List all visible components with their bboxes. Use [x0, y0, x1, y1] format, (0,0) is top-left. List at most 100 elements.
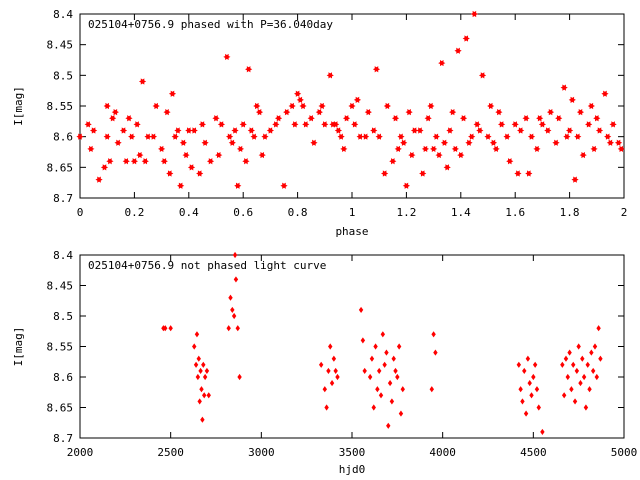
- data-point: [324, 404, 329, 411]
- data-point: [468, 133, 476, 140]
- data-point: [514, 170, 522, 177]
- data-point: [402, 182, 410, 189]
- data-point: [532, 361, 538, 368]
- data-point: [432, 133, 440, 140]
- data-point: [492, 145, 500, 153]
- data-point: [318, 361, 324, 368]
- data-point: [375, 386, 380, 393]
- data-point: [560, 84, 568, 91]
- data-point: [266, 127, 274, 134]
- x-tick-label: 2: [621, 206, 628, 219]
- data-point: [226, 325, 231, 332]
- x-tick-label: 0.8: [288, 206, 308, 219]
- data-point: [609, 121, 617, 128]
- x-tick-label: 2500: [157, 446, 184, 459]
- data-point: [106, 158, 114, 165]
- data-point: [405, 109, 413, 116]
- data-point: [328, 343, 333, 350]
- data-point: [473, 121, 481, 128]
- y-tick-label: 8.65: [47, 161, 74, 174]
- data-point: [294, 90, 302, 97]
- data-point: [187, 164, 196, 171]
- data-point: [525, 170, 533, 177]
- x-tick-label: 0: [77, 206, 84, 219]
- data-point: [111, 109, 119, 116]
- data-point: [236, 145, 245, 153]
- data-point: [525, 355, 531, 362]
- data-point: [307, 115, 315, 122]
- data-point: [322, 386, 327, 393]
- data-point: [435, 151, 443, 159]
- x-tick-label: 5000: [611, 446, 638, 459]
- data-point: [395, 373, 400, 381]
- data-point: [574, 367, 580, 374]
- data-point: [384, 349, 389, 356]
- data-point: [421, 145, 430, 153]
- data-point: [617, 145, 625, 153]
- x-tick-label: 1.4: [451, 206, 471, 219]
- data-point: [231, 127, 239, 134]
- data-point: [182, 151, 190, 159]
- data-point: [546, 109, 555, 116]
- data-point: [329, 380, 335, 387]
- data-point: [585, 121, 593, 128]
- data-point: [201, 361, 206, 368]
- data-point: [331, 355, 337, 362]
- data-point: [457, 151, 465, 159]
- data-point: [272, 121, 280, 128]
- data-point: [587, 102, 595, 110]
- data-point: [470, 10, 478, 18]
- data-point: [529, 392, 534, 399]
- data-point: [427, 102, 435, 110]
- data-point: [315, 109, 323, 116]
- data-point: [400, 386, 405, 393]
- x-tick-label: 0.6: [233, 206, 253, 219]
- data-point: [109, 115, 117, 122]
- data-point: [367, 373, 373, 381]
- data-point: [394, 145, 402, 153]
- data-point: [168, 90, 177, 97]
- data-point: [103, 133, 111, 140]
- y-tick-label: 8.7: [53, 192, 73, 205]
- data-point: [571, 361, 576, 368]
- data-point: [358, 306, 364, 313]
- data-point: [166, 170, 174, 177]
- data-point: [250, 133, 258, 140]
- data-point: [561, 392, 567, 399]
- data-point: [571, 176, 579, 183]
- data-point: [114, 139, 122, 146]
- plot-frame: [79, 254, 625, 439]
- data-point: [232, 251, 238, 259]
- data-point: [533, 145, 541, 153]
- data-point: [136, 151, 144, 159]
- data-point: [163, 325, 168, 332]
- x-tick-label: 0.4: [179, 206, 199, 219]
- data-point: [362, 367, 367, 374]
- data-point: [389, 398, 395, 405]
- y-axis-label: I[mag]: [12, 86, 25, 126]
- data-point: [299, 102, 307, 110]
- data-point: [258, 151, 266, 159]
- data-point: [587, 386, 592, 393]
- data-point: [360, 337, 366, 344]
- data-point: [433, 349, 438, 356]
- data-point: [592, 343, 598, 350]
- data-point: [430, 145, 438, 153]
- data-point: [580, 355, 585, 362]
- x-tick-label: 0.2: [124, 206, 144, 219]
- data-point: [506, 158, 514, 165]
- data-point: [443, 164, 451, 171]
- data-point: [356, 133, 364, 140]
- data-point: [380, 331, 386, 338]
- data-point: [253, 102, 261, 110]
- data-point: [567, 349, 572, 356]
- data-point: [578, 380, 583, 387]
- data-point: [527, 380, 532, 387]
- data-point: [419, 170, 427, 177]
- data-point: [389, 158, 397, 165]
- data-point: [353, 96, 362, 103]
- data-point: [552, 139, 560, 146]
- x-tick-label: 1.8: [560, 206, 580, 219]
- y-tick-label: 8.65: [47, 402, 74, 415]
- data-point: [197, 398, 202, 405]
